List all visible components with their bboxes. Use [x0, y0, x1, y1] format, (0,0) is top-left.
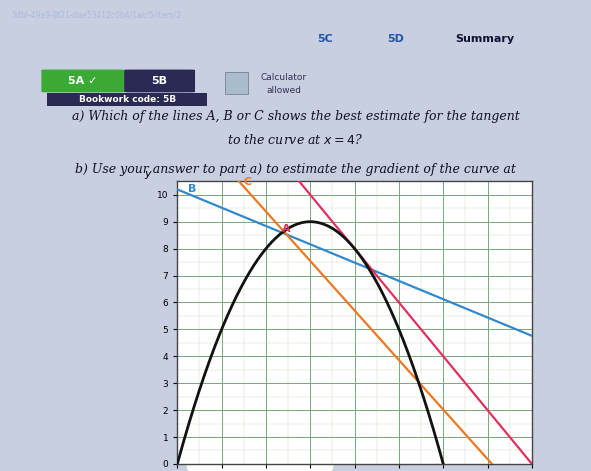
Text: 5C: 5C [317, 34, 333, 44]
Bar [47, 93, 207, 106]
Text: Summary: Summary [455, 34, 514, 44]
Text: ■ Watch video: ■ Watch video [227, 449, 299, 459]
Text: B: B [189, 184, 197, 194]
Text: $x = 4$.: $x = 4$. [278, 186, 313, 199]
Text: 5A ✓: 5A ✓ [68, 75, 98, 86]
FancyBboxPatch shape [124, 70, 195, 92]
Bar [225, 72, 248, 94]
Text: 5B: 5B [151, 75, 168, 86]
Text: a) Which of the lines A, B or C shows the best estimate for the tangent: a) Which of the lines A, B or C shows th… [72, 110, 519, 122]
Text: A: A [281, 225, 290, 235]
Text: 5D: 5D [388, 34, 404, 44]
Text: b) Use your answer to part a) to estimate the gradient of the curve at: b) Use your answer to part a) to estimat… [75, 162, 516, 176]
Text: Calculator: Calculator [261, 73, 307, 81]
FancyBboxPatch shape [186, 436, 334, 471]
Text: to the curve at $x = 4$?: to the curve at $x = 4$? [228, 133, 363, 147]
FancyBboxPatch shape [41, 70, 124, 92]
Text: C: C [243, 178, 252, 187]
Y-axis label: $y$: $y$ [144, 170, 154, 181]
Text: Bookwork code: 5B: Bookwork code: 5B [79, 95, 176, 104]
Text: allowed: allowed [266, 86, 301, 95]
Text: 5dbl-49a9-8f21-dae53412c0b4/1ak/5/item/2: 5dbl-49a9-8f21-dae53412c0b4/1ak/5/item/2 [12, 11, 182, 20]
